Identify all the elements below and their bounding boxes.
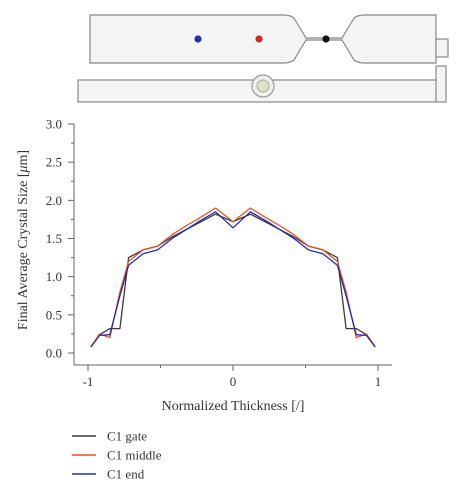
y-axis-title: Final Average Crystal Size [μm]: [16, 150, 31, 330]
x-tick-label: 0: [230, 374, 237, 389]
chart-axes: 0.0 0.5 1.0 1.5 2.0 2.5 3.0 -1 0 1: [46, 117, 392, 389]
legend-label-1: C1 gate: [107, 429, 147, 444]
end-position-marker: [322, 35, 330, 43]
legend-label-3: C1 end: [107, 467, 145, 482]
y-ticks: 0.0 0.5 1.0 1.5 2.0 2.5 3.0: [46, 117, 74, 361]
x-tick-label: 1: [375, 374, 382, 389]
gate-ring-inner: [256, 79, 270, 93]
specimen-grip-tab: [435, 38, 449, 58]
y-tick-label: 0.0: [46, 346, 62, 361]
x-ticks: -1 0 1: [83, 365, 382, 389]
series-layer: [90, 207, 376, 348]
legend-label-2: C1 middle: [107, 448, 162, 463]
y-tick-label: 2.5: [46, 155, 62, 170]
x-axis-title: Normalized Thickness [/]: [162, 399, 305, 414]
series-line-1: [90, 213, 376, 348]
specimen-outline: [89, 14, 437, 64]
mold-side-block: [435, 65, 447, 103]
middle-position-marker: [255, 35, 263, 43]
y-tick-label: 2.0: [46, 193, 62, 208]
y-tick-label: 1.5: [46, 231, 62, 246]
legend: C1 gate C1 middle C1 end: [72, 429, 162, 482]
y-tick-label: 1.0: [46, 269, 62, 284]
x-tick-label: -1: [83, 374, 94, 389]
gate-position-marker: [194, 35, 202, 43]
specimen-drawing: [77, 14, 449, 103]
y-tick-label: 3.0: [46, 117, 62, 132]
y-tick-label: 0.5: [46, 307, 62, 322]
series-line-3: [90, 211, 376, 348]
series-line-2: [90, 207, 376, 348]
